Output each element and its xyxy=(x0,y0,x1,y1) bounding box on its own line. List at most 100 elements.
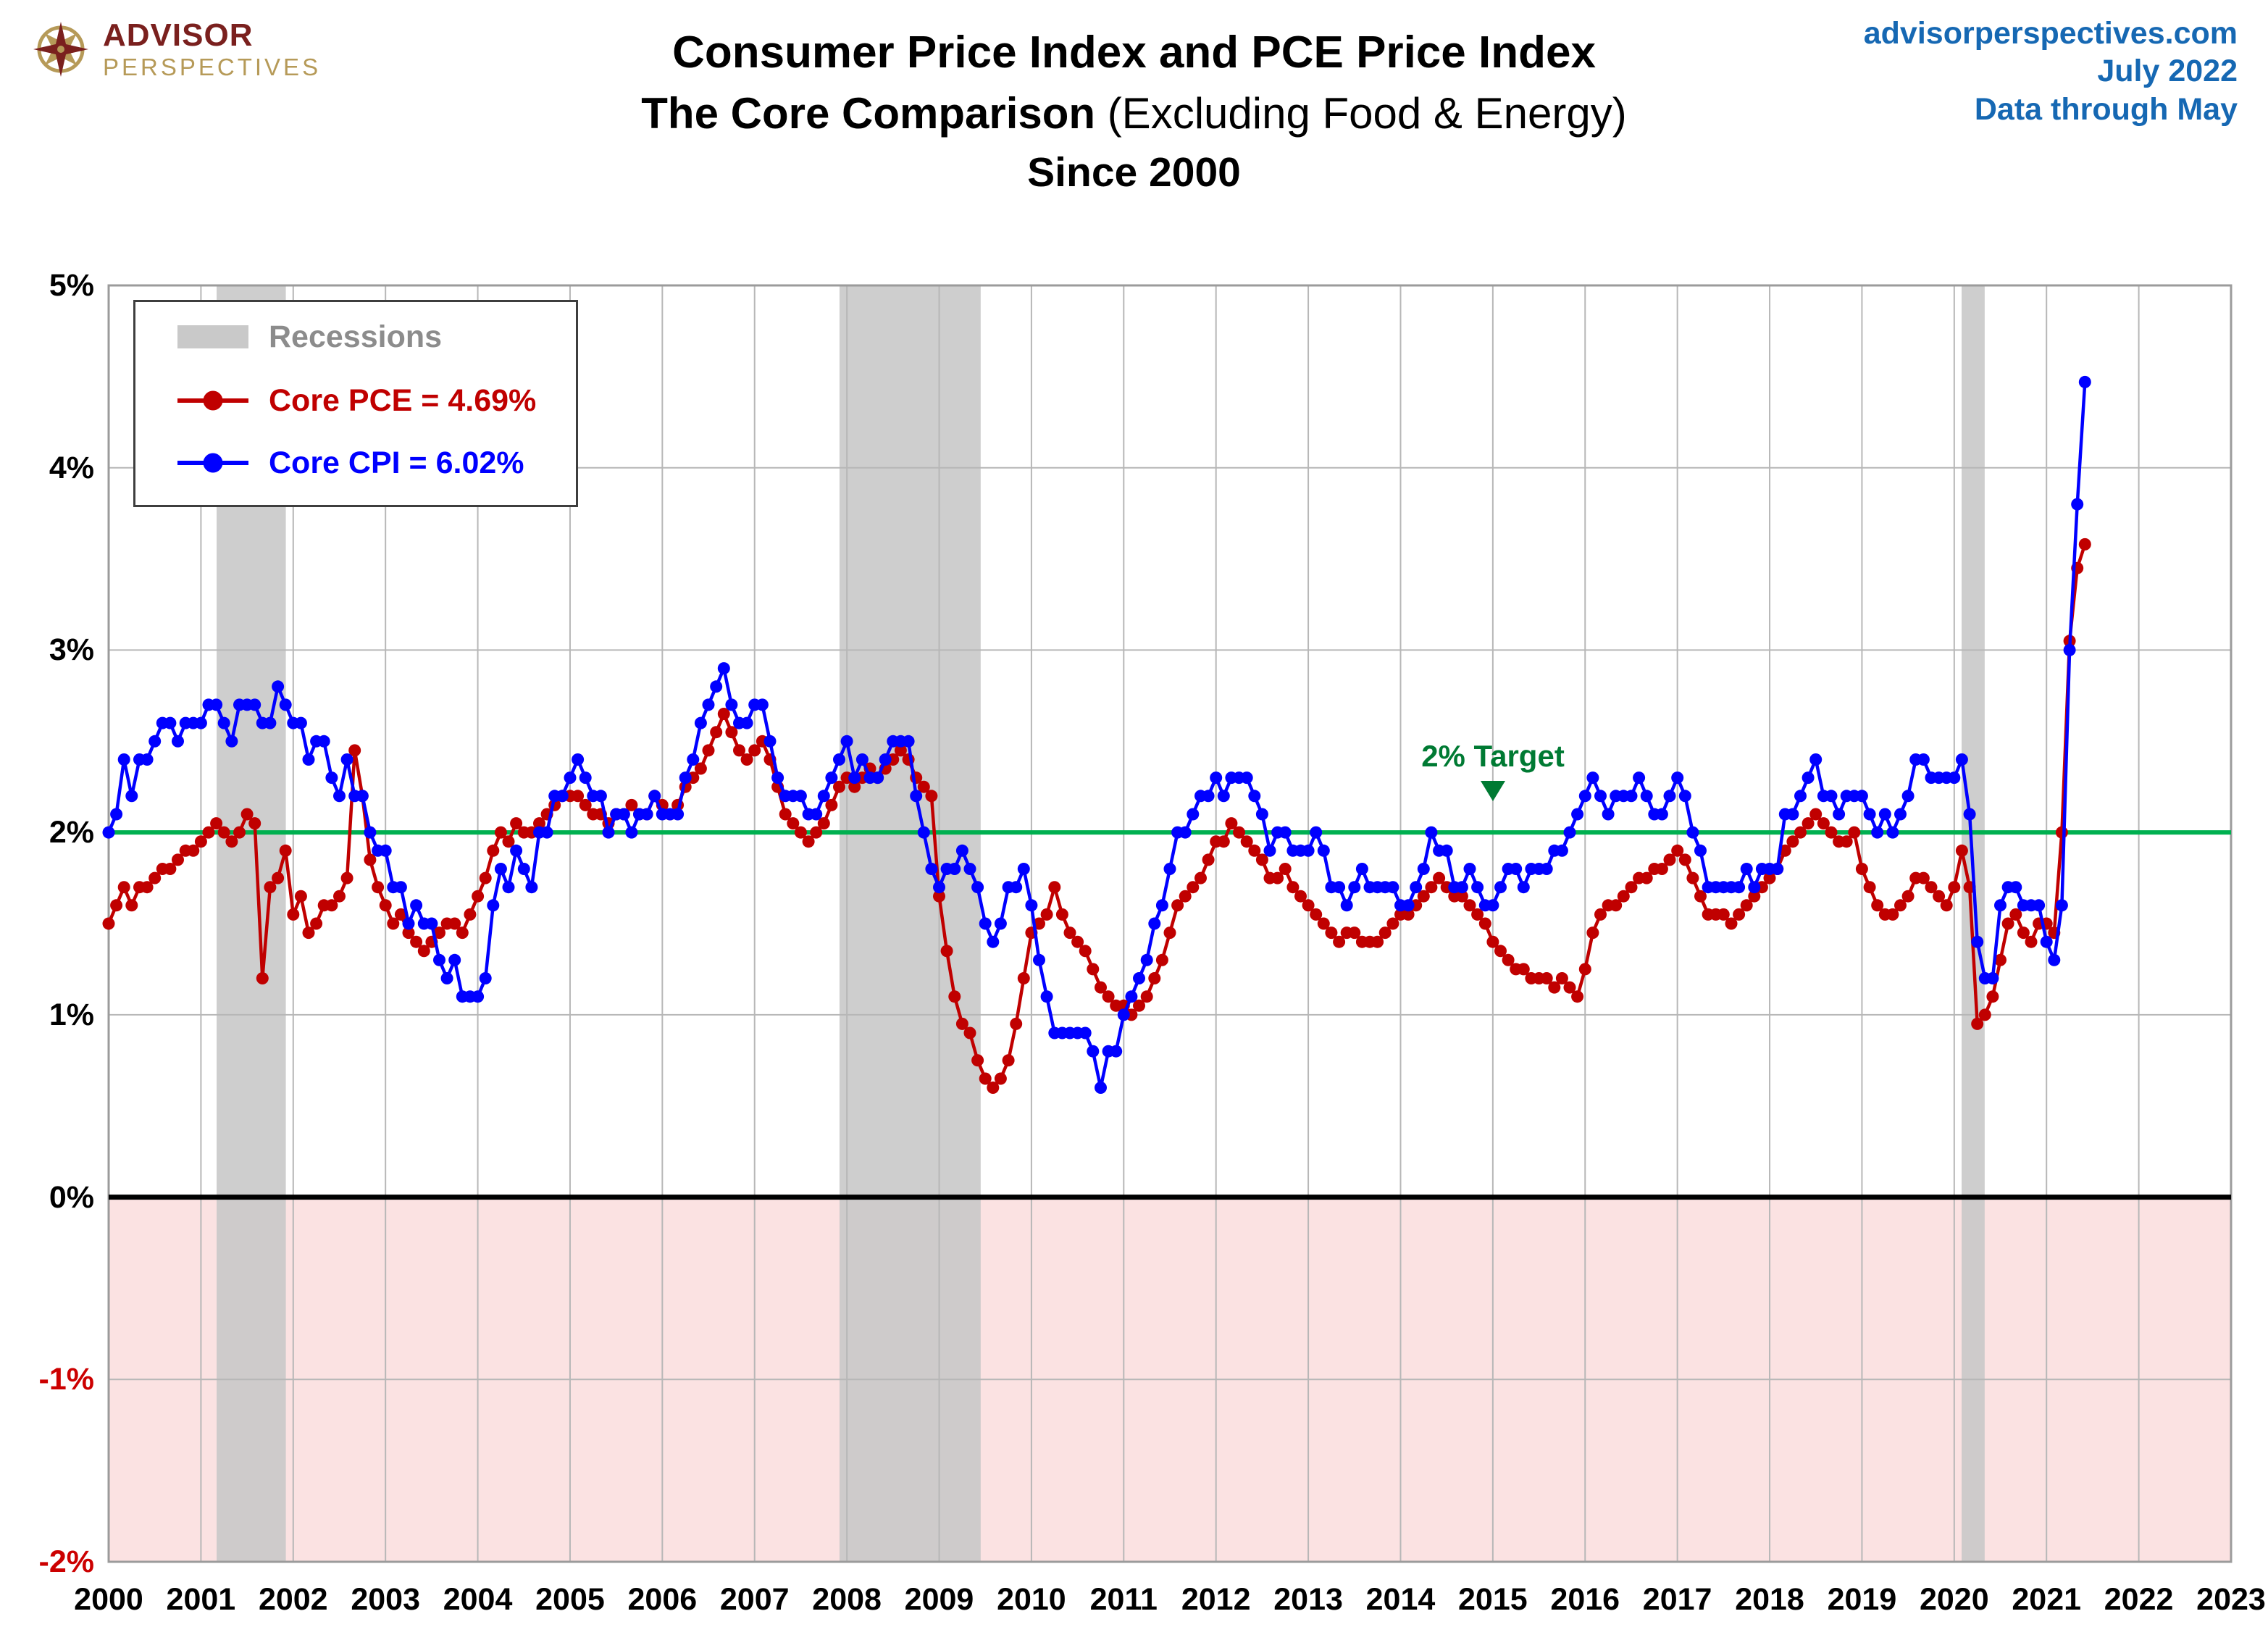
core-pce-point xyxy=(1348,927,1361,940)
core-cpi-point xyxy=(1563,826,1576,839)
core-pce-point xyxy=(1817,817,1830,830)
core-pce-point xyxy=(2017,927,2030,940)
core-cpi-point xyxy=(1886,826,1899,839)
core-cpi-point xyxy=(172,735,184,748)
core-pce-point xyxy=(933,890,945,903)
core-pce-point xyxy=(1425,881,1438,894)
core-pce-point xyxy=(1733,908,1746,921)
core-pce-point xyxy=(1886,908,1899,921)
core-pce-point xyxy=(1763,871,1776,884)
core-pce-point xyxy=(833,780,845,793)
core-pce-point xyxy=(1748,890,1761,903)
core-pce-point xyxy=(1578,963,1591,976)
core-pce-point xyxy=(2009,908,2022,921)
core-pce-point xyxy=(364,853,377,866)
core-pce-point xyxy=(302,927,315,940)
down-arrow-icon xyxy=(1481,781,1505,801)
core-cpi-point xyxy=(1179,826,1192,839)
core-pce-point xyxy=(1279,863,1292,875)
core-cpi-point xyxy=(517,863,530,875)
core-pce-point xyxy=(1563,981,1576,994)
core-cpi-point xyxy=(702,698,715,711)
core-pce-point xyxy=(1087,963,1100,976)
core-cpi-point xyxy=(1017,863,1030,875)
core-pce-point xyxy=(141,881,154,894)
core-cpi-point xyxy=(272,680,285,693)
core-pce-point xyxy=(348,744,361,757)
core-cpi-point xyxy=(1494,881,1507,894)
core-pce-point xyxy=(533,817,545,830)
core-pce-point xyxy=(402,927,415,940)
core-cpi-point xyxy=(1263,844,1276,857)
core-cpi-point xyxy=(1340,899,1353,912)
logo-perspectives: PERSPECTIVES xyxy=(103,54,322,81)
core-pce-point xyxy=(1617,890,1630,903)
core-cpi-point xyxy=(379,844,392,857)
core-pce-point xyxy=(1740,899,1753,912)
core-pce-point xyxy=(1694,890,1707,903)
core-pce-point xyxy=(1187,881,1200,894)
core-pce-point xyxy=(817,817,830,830)
core-cpi-point xyxy=(317,735,330,748)
core-cpi-point xyxy=(902,735,915,748)
core-pce-point xyxy=(487,844,500,857)
core-pce-point xyxy=(1478,917,1491,930)
core-cpi-point xyxy=(617,808,630,821)
legend-cpi-label: Core CPI = 6.02% xyxy=(269,445,524,480)
chart-subtitle-rest: (Excluding Food & Energy) xyxy=(1095,89,1627,138)
core-cpi-point xyxy=(579,771,592,785)
core-pce-point xyxy=(1071,935,1084,948)
core-pce-point xyxy=(955,1017,968,1030)
core-cpi-point xyxy=(933,881,945,894)
core-cpi-point xyxy=(1633,771,1646,785)
core-cpi-point xyxy=(1140,953,1153,966)
core-pce-point xyxy=(1179,890,1192,903)
core-cpi-point xyxy=(510,844,523,857)
legend-pce-marker xyxy=(177,390,248,411)
core-cpi-point xyxy=(302,753,315,766)
core-cpi-point xyxy=(433,953,445,966)
core-cpi-point xyxy=(1678,790,1691,803)
core-cpi-point xyxy=(1202,790,1215,803)
core-pce-point xyxy=(802,835,815,848)
core-pce-point xyxy=(1155,953,1168,966)
core-pce-point xyxy=(1610,899,1623,912)
core-pce-point xyxy=(494,826,507,839)
core-cpi-point xyxy=(333,790,346,803)
core-pce-point xyxy=(1663,853,1676,866)
core-cpi-point xyxy=(594,790,607,803)
core-pce-point xyxy=(1725,917,1738,930)
core-cpi-point xyxy=(1310,826,1323,839)
core-pce-point xyxy=(1402,908,1415,921)
core-pce-point xyxy=(272,871,285,884)
title-block: Consumer Price Index and PCE Price Index… xyxy=(0,28,2268,196)
core-cpi-point xyxy=(740,716,753,729)
core-pce-point xyxy=(971,1054,984,1067)
core-pce-point xyxy=(925,790,938,803)
core-pce-point xyxy=(372,881,385,894)
core-pce-point xyxy=(579,798,592,811)
core-cpi-point xyxy=(817,790,830,803)
core-pce-point xyxy=(1310,908,1323,921)
core-cpi-point xyxy=(394,881,407,894)
core-cpi-point xyxy=(1010,881,1023,894)
core-cpi-point xyxy=(540,826,553,839)
core-pce-point xyxy=(464,908,477,921)
core-pce-point xyxy=(1655,863,1668,875)
core-pce-point xyxy=(1678,853,1691,866)
core-cpi-point xyxy=(687,753,700,766)
core-cpi-point xyxy=(955,844,968,857)
core-cpi-point xyxy=(248,698,261,711)
core-cpi-point xyxy=(1355,863,1368,875)
core-cpi-point xyxy=(148,735,162,748)
core-pce-point xyxy=(1433,871,1446,884)
legend-item-core-pce: Core PCE = 4.69% xyxy=(177,383,536,418)
core-pce-point xyxy=(1686,871,1699,884)
core-pce-point xyxy=(1863,881,1876,894)
core-pce-point xyxy=(340,871,353,884)
core-cpi-point xyxy=(1133,972,1145,984)
core-cpi-point xyxy=(648,790,661,803)
core-cpi-point xyxy=(279,698,292,711)
core-pce-point xyxy=(1717,908,1730,921)
core-cpi-point xyxy=(1863,808,1876,821)
